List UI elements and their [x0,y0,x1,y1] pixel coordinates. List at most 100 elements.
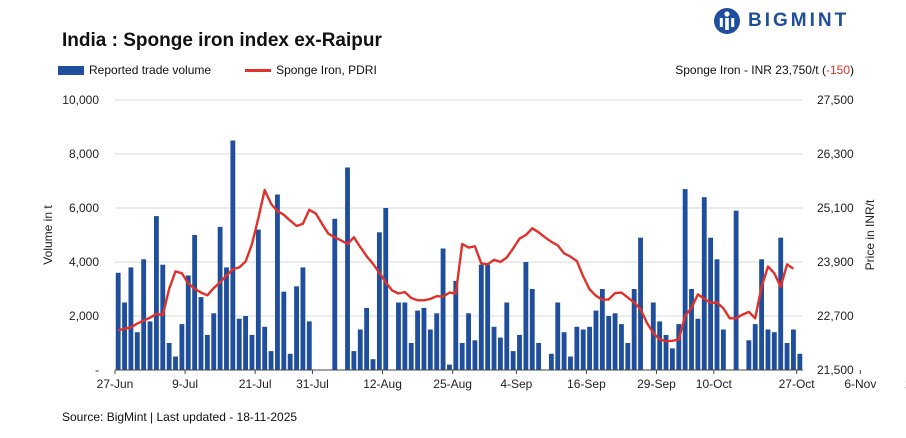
volume-bar [427,329,433,370]
volume-bar [657,321,663,370]
y2-tick-label: 26,300 [817,147,854,161]
y2-tick-label: 22,700 [817,309,854,323]
volume-bar [281,291,287,370]
legend-volume-label: Reported trade volume [89,63,212,77]
x-tick-label: 9-Jul [172,377,198,391]
volume-bar [765,329,771,370]
volume-bar [332,218,338,370]
volume-bar [517,334,522,370]
volume-bar [695,318,701,370]
volume-bar [134,332,140,370]
x-tick-label: 4-Sep [500,377,532,391]
volume-bar [720,329,726,370]
volume-bar [574,326,580,370]
y-tick-label: 4,000 [69,255,99,269]
volume-bar [345,167,350,370]
volume-bar [625,343,631,370]
x-tick-label: 12-Aug [363,377,402,391]
volume-bar [733,210,739,370]
y-tick-label: 6,000 [69,201,99,215]
y-axis-title: Volume in t [41,205,55,265]
x-tick-label: 31-Jul [296,377,329,391]
volume-bar [153,216,159,370]
volume-bar [383,208,389,370]
volume-bar [472,340,478,370]
y2-tick-label: 25,100 [817,201,854,215]
volume-bar [128,267,134,370]
volume-bar [447,364,452,370]
price-series-line [117,188,795,343]
volume-bar [676,324,682,370]
price-change: -150 [825,63,850,77]
volume-bar [122,302,127,370]
x-tick-label: 25-Aug [433,377,472,391]
volume-bar [689,289,694,370]
volume-bar [612,313,618,370]
x-tick-label: 10-Oct [696,377,733,391]
volume-bar [548,353,554,370]
y2-tick-label: 27,500 [817,93,854,107]
volume-bar [580,329,586,370]
volume-bar [599,289,605,370]
x-tick-label: 29-Sep [637,377,676,391]
volume-bar [230,140,236,370]
volume-bar [669,348,675,370]
source-note: Source: BigMint | Last updated - 18-11-2… [62,410,298,424]
volume-bar [287,353,293,370]
volume-bar [364,307,370,370]
price-note-text: Sponge Iron - INR 23,750/t ( [675,63,826,77]
volume-bar [631,289,637,370]
volume-bar [396,302,401,370]
brand-name: BIGMINT [748,10,850,31]
volume-bar [466,313,471,370]
volume-bar [797,353,803,370]
volume-bar [752,324,758,370]
y-tick-label: - [95,363,99,377]
volume-bar [650,302,656,370]
brand-logo: BIGMINT [712,6,849,36]
volume-bar [536,343,542,370]
volume-bar [529,289,535,370]
volume-bar [523,262,529,370]
y-tick-label: 8,000 [69,147,99,161]
volume-bar [619,324,624,370]
volume-bar [141,259,147,370]
price-note: Sponge Iron - INR 23,750/t (-150) [675,63,854,77]
volume-bar [593,310,599,370]
volume-bar [485,264,491,370]
bigmint-logo-icon [714,8,740,34]
volume-bar [778,237,784,370]
volume-bar [166,343,172,370]
volume-bar [160,264,166,370]
volume-bar [746,340,752,370]
volume-bar [504,302,510,370]
volume-bar [784,343,790,370]
volume-bar [179,324,185,370]
volume-bar [211,313,217,370]
volume-bar [415,310,421,370]
x-tick-label: 21-Jul [239,377,272,391]
volume-bar [791,329,796,370]
volume-bar [268,351,274,370]
volume-bar [249,334,255,370]
volume-bar [204,334,210,370]
volume-bar [606,316,612,370]
volume-bar [147,321,153,370]
volume-bar [771,332,777,370]
x-tick-label: 6-Nov [844,377,876,391]
y2-tick-label: 21,500 [817,363,854,377]
volume-bar [236,318,242,370]
volume-bar [300,267,306,370]
volume-bar [192,235,198,370]
x-tick-label: 16-Sep [567,377,606,391]
chart-title: India : Sponge iron index ex-Raipur [62,30,382,51]
volume-bar [440,248,446,370]
y-tick-label: 10,000 [62,93,99,107]
legend-bar-swatch [58,65,84,75]
volume-bar [115,272,121,370]
volume-bar [185,275,191,370]
volume-bar [402,302,408,370]
volume-bar [478,264,484,370]
volume-bar [370,359,376,370]
volume-bar [453,280,459,370]
